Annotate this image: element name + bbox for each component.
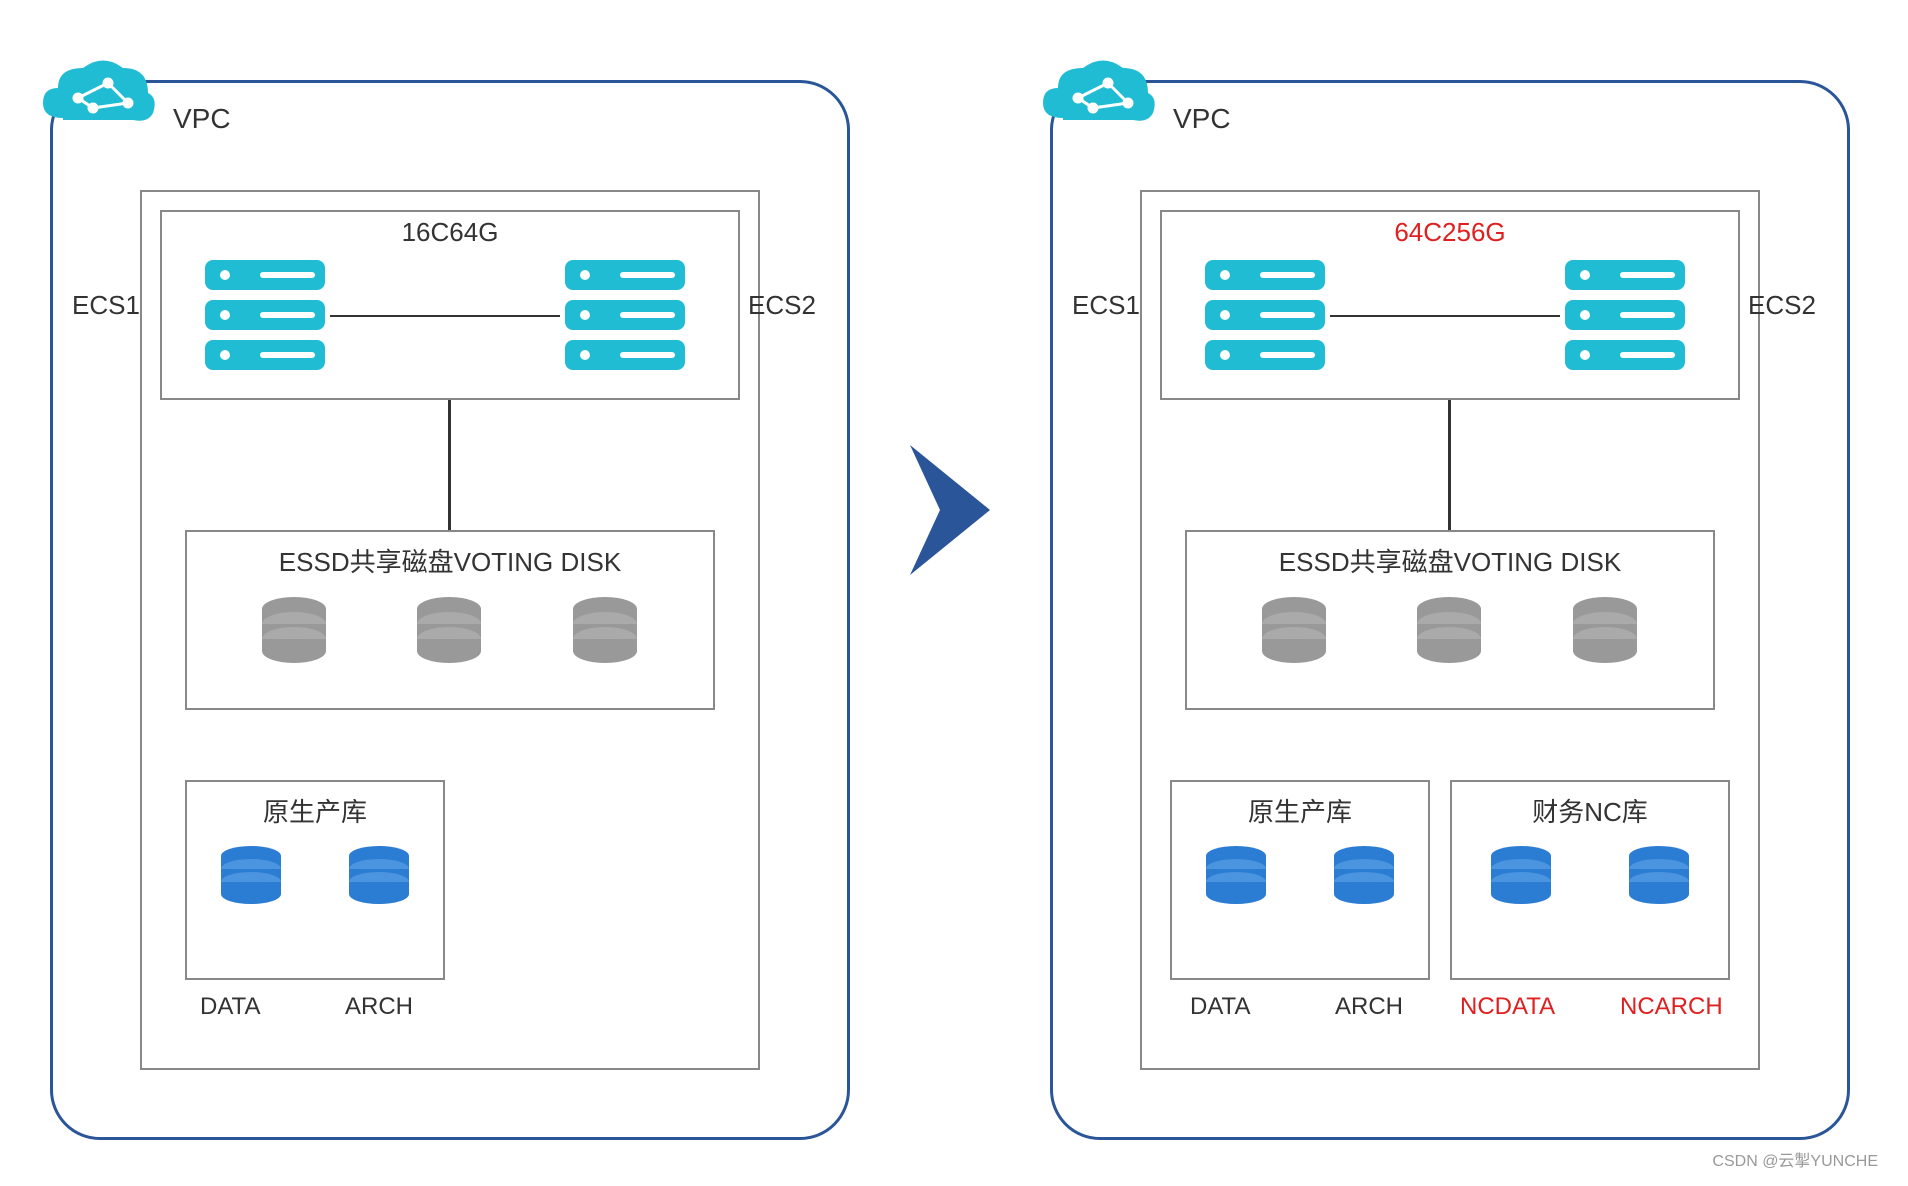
vpc-label-right: VPC — [1173, 103, 1231, 135]
ecs1-label-left: ECS1 — [72, 290, 140, 321]
essd-box-right: ESSD共享磁盘VOTING DISK — [1185, 530, 1715, 710]
grey-disk-icon — [1412, 594, 1487, 669]
prod-title-right: 原生产库 — [1172, 792, 1428, 829]
blue-disk-icon — [1201, 896, 1271, 913]
ecs2-label-left: ECS2 — [748, 290, 816, 321]
prod-box-left: 原生产库 — [185, 780, 445, 980]
ncarch-label: NCARCH — [1620, 993, 1723, 1021]
ecs1-label-right: ECS1 — [1072, 290, 1140, 321]
connector-left-1 — [448, 400, 451, 530]
grey-disk-icon — [1257, 594, 1332, 669]
prod-title-left: 原生产库 — [187, 792, 443, 829]
prod-box-right: 原生产库 — [1170, 780, 1430, 980]
essd-box-left: ESSD共享磁盘VOTING DISK — [185, 530, 715, 710]
spec-right: 64C256G — [1162, 217, 1738, 248]
blue-disk-icon — [1486, 896, 1556, 913]
grey-disk-icon — [412, 594, 487, 669]
server-icon-left-1 — [200, 250, 330, 385]
grey-disk-icon — [257, 594, 332, 669]
arch-label-left: ARCH — [345, 993, 413, 1021]
vpc-label-left: VPC — [173, 103, 231, 135]
server-icon-right-2 — [1560, 250, 1690, 385]
blue-disk-icon — [1329, 896, 1399, 913]
server-icon-right-1 — [1200, 250, 1330, 385]
server-link-left — [330, 315, 560, 317]
blue-disk-icon — [344, 896, 414, 913]
connector-right-1 — [1448, 400, 1451, 530]
grey-disk-icon — [568, 594, 643, 669]
arch-label-right: ARCH — [1335, 993, 1403, 1021]
data-label-right: DATA — [1190, 993, 1250, 1021]
data-label-left: DATA — [200, 993, 260, 1021]
transition-arrow-icon — [895, 430, 1025, 595]
spec-left: 16C64G — [162, 217, 738, 248]
cloud-icon-right — [1033, 48, 1163, 143]
server-link-right — [1330, 315, 1560, 317]
essd-title-left: ESSD共享磁盘VOTING DISK — [187, 542, 713, 579]
essd-title-right: ESSD共享磁盘VOTING DISK — [1187, 542, 1713, 579]
watermark: CSDN @云掣YUNCHE — [1712, 1147, 1878, 1171]
blue-disk-icon — [216, 896, 286, 913]
blue-disk-icon — [1624, 896, 1694, 913]
server-icon-left-2 — [560, 250, 690, 385]
nc-box-right: 财务NC库 — [1450, 780, 1730, 980]
ncdata-label: NCDATA — [1460, 993, 1555, 1021]
ecs2-label-right: ECS2 — [1748, 290, 1816, 321]
grey-disk-icon — [1568, 594, 1643, 669]
cloud-icon-left — [33, 48, 163, 143]
nc-title-right: 财务NC库 — [1452, 792, 1728, 829]
